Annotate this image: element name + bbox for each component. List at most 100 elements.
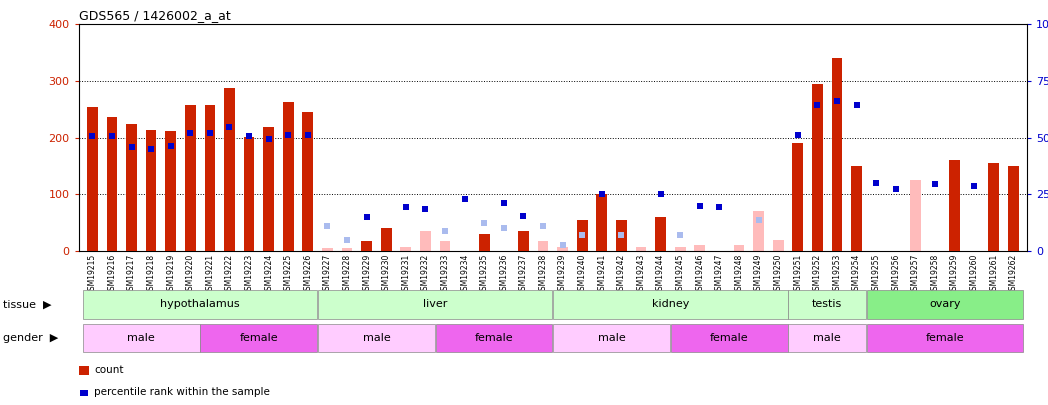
Text: gender  ▶: gender ▶: [3, 333, 59, 343]
Text: GSM19246: GSM19246: [695, 254, 704, 295]
FancyBboxPatch shape: [83, 290, 318, 319]
Bar: [107, 117, 117, 251]
FancyBboxPatch shape: [318, 324, 435, 352]
Text: GSM19245: GSM19245: [676, 254, 684, 295]
Text: kidney: kidney: [652, 299, 690, 309]
Bar: [538, 241, 548, 251]
Bar: [146, 130, 156, 251]
Text: GSM19219: GSM19219: [167, 254, 175, 295]
Text: GSM19255: GSM19255: [872, 254, 880, 295]
FancyBboxPatch shape: [436, 324, 552, 352]
Text: GSM19261: GSM19261: [989, 254, 999, 295]
Bar: [303, 112, 313, 251]
Bar: [126, 124, 137, 251]
FancyBboxPatch shape: [318, 290, 552, 319]
Bar: [812, 84, 823, 251]
Bar: [518, 231, 529, 251]
Text: GSM19244: GSM19244: [656, 254, 665, 295]
FancyBboxPatch shape: [553, 324, 670, 352]
Bar: [675, 247, 685, 251]
Text: liver: liver: [423, 299, 447, 309]
Text: GSM19237: GSM19237: [519, 254, 528, 295]
Bar: [772, 240, 784, 251]
FancyBboxPatch shape: [553, 290, 788, 319]
Text: GSM19240: GSM19240: [577, 254, 587, 295]
Text: ovary: ovary: [929, 299, 960, 309]
Bar: [655, 217, 665, 251]
Text: GSM19225: GSM19225: [284, 254, 292, 295]
Text: female: female: [925, 333, 964, 343]
Text: GSM19259: GSM19259: [951, 254, 959, 295]
Text: GSM19260: GSM19260: [969, 254, 979, 295]
Bar: [910, 180, 921, 251]
Bar: [576, 220, 588, 251]
Bar: [380, 228, 392, 251]
Bar: [851, 166, 861, 251]
Text: GSM19243: GSM19243: [636, 254, 646, 295]
Text: GSM19248: GSM19248: [735, 254, 743, 295]
Text: GSM19233: GSM19233: [440, 254, 450, 295]
Text: GSM19257: GSM19257: [911, 254, 920, 295]
Text: GSM19218: GSM19218: [147, 254, 155, 295]
Bar: [479, 241, 489, 251]
Text: GSM19227: GSM19227: [323, 254, 332, 295]
Text: count: count: [94, 365, 124, 375]
Text: GSM19234: GSM19234: [460, 254, 470, 295]
Text: GSM19236: GSM19236: [499, 254, 508, 295]
Text: GSM19223: GSM19223: [244, 254, 254, 295]
Bar: [263, 127, 275, 251]
Text: GSM19230: GSM19230: [381, 254, 391, 295]
Bar: [988, 163, 999, 251]
Text: GSM19253: GSM19253: [832, 254, 842, 295]
Text: male: male: [128, 333, 155, 343]
Text: GSM19262: GSM19262: [1009, 254, 1018, 295]
Text: GSM19232: GSM19232: [421, 254, 430, 295]
Text: GSM19258: GSM19258: [931, 254, 939, 295]
Text: GDS565 / 1426002_a_at: GDS565 / 1426002_a_at: [79, 9, 231, 22]
Bar: [166, 131, 176, 251]
Text: percentile rank within the sample: percentile rank within the sample: [94, 387, 270, 397]
Text: GSM19242: GSM19242: [617, 254, 626, 295]
Text: GSM19220: GSM19220: [185, 254, 195, 295]
Text: hypothalamus: hypothalamus: [160, 299, 240, 309]
Bar: [558, 247, 568, 251]
Bar: [204, 105, 215, 251]
Text: GSM19229: GSM19229: [363, 254, 371, 295]
FancyBboxPatch shape: [83, 324, 200, 352]
FancyBboxPatch shape: [788, 290, 866, 319]
Bar: [362, 241, 372, 251]
Text: GSM19221: GSM19221: [205, 254, 215, 295]
Text: tissue  ▶: tissue ▶: [3, 300, 51, 309]
Text: GSM19226: GSM19226: [303, 254, 312, 295]
Text: GSM19247: GSM19247: [715, 254, 724, 295]
Bar: [420, 231, 431, 251]
Bar: [440, 241, 451, 251]
Text: GSM19252: GSM19252: [813, 254, 822, 295]
Bar: [831, 58, 843, 251]
Bar: [734, 245, 744, 251]
FancyBboxPatch shape: [867, 324, 1023, 352]
FancyBboxPatch shape: [200, 324, 318, 352]
Text: female: female: [240, 333, 278, 343]
Bar: [1008, 166, 1019, 251]
FancyBboxPatch shape: [788, 324, 866, 352]
Text: male: male: [363, 333, 390, 343]
Text: female: female: [709, 333, 748, 343]
Bar: [695, 245, 705, 251]
Text: male: male: [597, 333, 626, 343]
Text: GSM19235: GSM19235: [480, 254, 488, 295]
Bar: [322, 248, 333, 251]
Text: GSM19222: GSM19222: [225, 254, 234, 295]
FancyBboxPatch shape: [867, 290, 1023, 319]
Bar: [342, 248, 352, 251]
Bar: [224, 88, 235, 251]
Bar: [244, 136, 255, 251]
Text: GSM19254: GSM19254: [852, 254, 861, 295]
Bar: [184, 105, 196, 251]
FancyBboxPatch shape: [671, 324, 788, 352]
Text: GSM19239: GSM19239: [559, 254, 567, 295]
Bar: [479, 234, 489, 251]
Bar: [636, 247, 647, 251]
Text: GSM19215: GSM19215: [88, 254, 96, 295]
Text: GSM19224: GSM19224: [264, 254, 274, 295]
